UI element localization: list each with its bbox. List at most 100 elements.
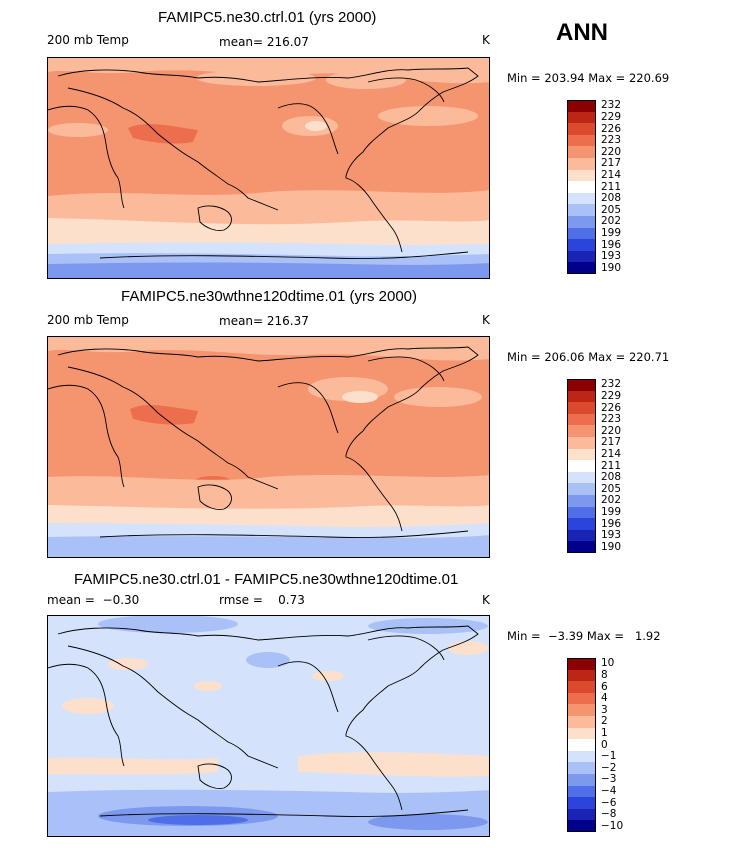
colorbar-swatch	[567, 716, 596, 729]
colorbar-label: 223	[601, 134, 622, 147]
panel3-units: K	[482, 593, 490, 607]
colorbar-label: 0	[601, 738, 608, 751]
colorbar-label: 10	[601, 657, 615, 670]
colorbar-swatch	[567, 669, 596, 682]
panel3-rmse: rmse = 0.73	[219, 593, 305, 607]
colorbar-label: −1	[601, 750, 617, 763]
colorbar-label: −10	[601, 819, 624, 832]
colorbar-swatch	[567, 471, 596, 484]
colorbar-label: 232	[601, 99, 622, 112]
colorbar-swatch	[567, 750, 596, 763]
colorbar-label: 214	[601, 168, 622, 181]
colorbar-label: 232	[601, 378, 622, 391]
colorbar-swatch	[567, 262, 596, 275]
colorbar-label: 220	[601, 145, 622, 158]
colorbar-label: 6	[601, 680, 608, 693]
colorbar-label: −4	[601, 784, 617, 797]
colorbar-label: 223	[601, 413, 622, 426]
colorbar-swatch	[567, 134, 596, 147]
colorbar-swatch	[567, 146, 596, 159]
colorbar-frame	[567, 658, 596, 832]
panel2-title: FAMIPC5.ne30wthne120dtime.01 (yrs 2000)	[121, 288, 417, 305]
colorbar-swatch	[567, 762, 596, 775]
panel1-colorbar: 232 229 226 223 220 217 214 211 208 205 202 199 196 1…	[567, 100, 621, 275]
panel1-title: FAMIPC5.ne30.ctrl.01 (yrs 2000)	[158, 9, 377, 26]
season-label: ANN	[556, 19, 608, 46]
colorbar-swatch	[567, 658, 596, 671]
colorbar-label: 193	[601, 529, 622, 542]
colorbar-label: 202	[601, 215, 622, 228]
colorbar-label: −6	[601, 796, 617, 809]
colorbar-frame	[567, 100, 596, 274]
colorbar-label: −3	[601, 773, 617, 786]
panel3-minmax: Min = −3.39 Max = 1.92	[507, 629, 661, 643]
colorbar-label: 217	[601, 436, 622, 449]
colorbar-label: 199	[601, 505, 622, 518]
colorbar-label: 214	[601, 447, 622, 460]
colorbar-swatch	[567, 123, 596, 136]
colorbar-swatch	[567, 239, 596, 252]
colorbar-label: 196	[601, 517, 622, 530]
panel1-units: K	[482, 33, 490, 47]
colorbar-swatch	[567, 692, 596, 705]
colorbar-label: 205	[601, 482, 622, 495]
colorbar-label: 2	[601, 715, 608, 728]
colorbar-swatch	[567, 704, 596, 717]
panel2-map	[47, 336, 490, 558]
colorbar-swatch	[567, 808, 596, 821]
colorbar-swatch	[567, 785, 596, 798]
colorbar-label: 8	[601, 668, 608, 681]
colorbar-swatch	[567, 541, 596, 554]
colorbar-label: 229	[601, 110, 622, 123]
panel3-coastlines	[48, 625, 479, 817]
panel3-map	[47, 615, 490, 837]
colorbar-swatch	[567, 250, 596, 263]
colorbar-swatch	[567, 158, 596, 171]
colorbar-swatch	[567, 727, 596, 740]
panel1-temperature-field	[48, 58, 489, 278]
panel2-temperature-field	[48, 337, 489, 557]
colorbar-label: 199	[601, 226, 622, 239]
colorbar-swatch	[567, 820, 596, 833]
colorbar-label: 229	[601, 389, 622, 402]
colorbar-label: 208	[601, 192, 622, 205]
colorbar-label: −2	[601, 761, 617, 774]
colorbar-label: 220	[601, 424, 622, 437]
colorbar-swatch	[567, 204, 596, 217]
colorbar-swatch	[567, 216, 596, 229]
panel1-coastlines	[48, 67, 479, 259]
colorbar-label: 190	[601, 540, 622, 553]
panel2-variable: 200 mb Temp	[47, 313, 129, 327]
colorbar-label: 208	[601, 471, 622, 484]
colorbar-label: 205	[601, 203, 622, 216]
colorbar-label: 4	[601, 692, 608, 705]
colorbar-label: 226	[601, 122, 622, 135]
panel2-units: K	[482, 313, 490, 327]
colorbar-swatch	[567, 402, 596, 415]
colorbar-label: −8	[601, 808, 617, 821]
colorbar-swatch	[567, 460, 596, 473]
colorbar-label: 1	[601, 726, 608, 739]
colorbar-swatch	[567, 797, 596, 810]
colorbar-swatch	[567, 379, 596, 392]
colorbar-swatch	[567, 495, 596, 508]
colorbar-frame	[567, 379, 596, 553]
colorbar-swatch	[567, 413, 596, 426]
panel1-mean: mean= 216.07	[219, 35, 309, 49]
colorbar-label: 3	[601, 703, 608, 716]
colorbar-swatch	[567, 448, 596, 461]
colorbar-swatch	[567, 506, 596, 519]
colorbar-swatch	[567, 181, 596, 194]
colorbar-label: 196	[601, 238, 622, 251]
colorbar-swatch	[567, 681, 596, 694]
colorbar-swatch	[567, 425, 596, 438]
colorbar-label: 211	[601, 180, 622, 193]
panel2-mean: mean= 216.37	[219, 314, 309, 328]
colorbar-swatch	[567, 483, 596, 496]
colorbar-label: 190	[601, 261, 622, 274]
colorbar-swatch	[567, 111, 596, 124]
panel3-difference-field	[48, 616, 489, 836]
colorbar-swatch	[567, 529, 596, 542]
panel2-minmax: Min = 206.06 Max = 220.71	[507, 350, 670, 364]
colorbar-swatch	[567, 739, 596, 752]
